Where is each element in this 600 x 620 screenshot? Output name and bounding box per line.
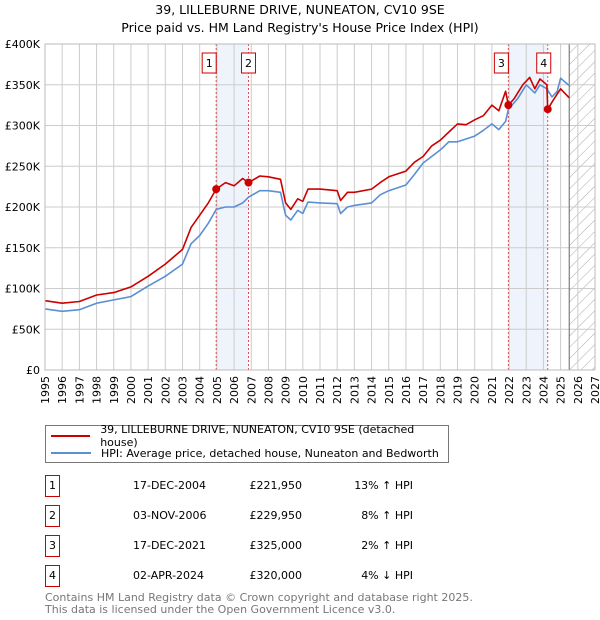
- x-tick-label: 2008: [262, 376, 275, 404]
- legend: 39, LILLEBURNE DRIVE, NUNEATON, CV10 9SE…: [45, 423, 449, 463]
- sale-price: £229,950: [249, 509, 303, 522]
- x-tick-label: 2026: [572, 376, 585, 404]
- sale-date: 17-DEC-2004: [133, 479, 207, 492]
- x-tick-label: 2020: [469, 376, 482, 404]
- legend-label: 39, LILLEBURNE DRIVE, NUNEATON, CV10 9SE…: [100, 423, 415, 449]
- x-tick-label: 2007: [245, 376, 258, 404]
- x-tick-label: 2016: [400, 376, 413, 404]
- y-tick-label: £150K: [5, 242, 41, 255]
- sale-number-badge: 3: [45, 535, 60, 557]
- x-tick-label: 2018: [434, 376, 447, 404]
- sale-row: 2 03-NOV-2006 £229,950 8% ↑ HPI: [45, 505, 425, 527]
- sale-number-box: [493, 52, 509, 74]
- sale-row: 4 02-APR-2024 £320,000 4% ↓ HPI: [45, 565, 425, 587]
- y-tick-label: £50K: [12, 323, 41, 336]
- property-price-line: [44, 76, 570, 305]
- sale-number-box: [536, 52, 552, 74]
- x-tick-label: 2000: [125, 376, 138, 404]
- sale-number-label: 2: [245, 57, 252, 70]
- x-tick-label: 2005: [211, 376, 224, 404]
- sale-price: £325,000: [249, 539, 303, 552]
- chart-title: 39, LILLEBURNE DRIVE, NUNEATON, CV10 9SE: [155, 2, 445, 17]
- x-tick-label: 2017: [417, 376, 430, 404]
- x-tick-label: 2014: [366, 376, 379, 404]
- price-chart: 1995 1996 1997 1998 1999 2000 2001 2002 2003 2004…: [5, 38, 600, 404]
- sale-hpi-diff: 4% ↓ HPI: [361, 569, 413, 582]
- sale-price: £320,000: [249, 569, 303, 582]
- x-tick-label: 2010: [297, 376, 310, 404]
- y-tick-label: £400K: [5, 38, 41, 51]
- sale-hpi-diff: 8% ↑ HPI: [361, 509, 413, 522]
- footer-copyright: Contains HM Land Registry data © Crown c…: [45, 591, 473, 604]
- legend-item-property: 39, LILLEBURNE DRIVE, NUNEATON, CV10 9SE…: [51, 423, 448, 449]
- y-tick-label: £200K: [5, 201, 41, 214]
- sale-point: [504, 101, 513, 110]
- legend-swatch-red: [51, 435, 91, 437]
- sale-price: £221,950: [249, 479, 303, 492]
- sale-date: 03-NOV-2006: [133, 509, 207, 522]
- x-tick-label: 2022: [503, 376, 516, 404]
- legend-swatch-blue: [51, 452, 91, 454]
- sale-point: [244, 178, 253, 187]
- x-tick-label: 2021: [486, 376, 499, 404]
- y-tick-label: £250K: [5, 160, 41, 173]
- x-tick-label: 2027: [589, 376, 600, 404]
- sale-number-badge: 4: [45, 565, 60, 587]
- sale-point: [543, 105, 552, 114]
- x-tick-label: 2006: [228, 376, 241, 404]
- x-tick-label: 1999: [108, 376, 121, 404]
- x-tick-label: 2023: [520, 376, 533, 404]
- sale-row: 3 17-DEC-2021 £325,000 2% ↑ HPI: [45, 535, 425, 557]
- sale-hpi-diff: 13% ↑ HPI: [354, 479, 413, 492]
- legend-label: HPI: Average price, detached house, Nune…: [101, 446, 439, 460]
- x-tick-label: 1996: [56, 376, 69, 404]
- x-tick-label: 2009: [280, 376, 293, 404]
- footer-licence: This data is licensed under the Open Gov…: [45, 603, 396, 616]
- sale-number-label: 3: [498, 57, 505, 70]
- x-tick-label: 2012: [331, 376, 344, 404]
- sale-hpi-diff: 2% ↑ HPI: [361, 539, 413, 552]
- x-tick-label: 2001: [142, 376, 155, 404]
- x-tick-label: 1995: [39, 376, 52, 404]
- x-tick-label: 2024: [537, 376, 550, 404]
- x-tick-label: 2025: [555, 376, 568, 404]
- y-tick-label: £350K: [5, 79, 41, 92]
- x-tick-label: 2019: [452, 376, 465, 404]
- sale-number-badge: 2: [45, 505, 60, 527]
- chart-subtitle: Price paid vs. HM Land Registry's House …: [121, 20, 479, 35]
- x-tick-label: 2011: [314, 376, 327, 404]
- y-tick-label: £100K: [5, 283, 41, 296]
- y-tick-label: £0: [26, 364, 40, 377]
- x-tick-label: 2003: [177, 376, 190, 404]
- x-tick-label: 2004: [194, 376, 207, 404]
- sale-number-badge: 1: [45, 475, 60, 497]
- sale-point: [212, 185, 221, 194]
- legend-item-hpi: HPI: Average price, detached house, Nune…: [51, 445, 439, 461]
- sale-number-box: [201, 52, 217, 74]
- y-tick-label: £300K: [5, 120, 41, 133]
- sale-number-label: 4: [540, 57, 547, 70]
- x-tick-label: 2002: [159, 376, 172, 404]
- sale-date: 17-DEC-2021: [133, 539, 207, 552]
- hpi-line: [44, 77, 570, 313]
- x-tick-label: 1998: [91, 376, 104, 404]
- sale-number-label: 1: [206, 57, 213, 70]
- x-tick-label: 1997: [73, 376, 86, 404]
- sale-date: 02-APR-2024: [133, 569, 205, 582]
- x-tick-label: 2013: [348, 376, 361, 404]
- plot-border: [44, 43, 596, 371]
- sale-number-box: [241, 52, 256, 74]
- sale-row: 1 17-DEC-2004 £221,950 13% ↑ HPI: [45, 475, 425, 497]
- x-tick-label: 2015: [383, 376, 396, 404]
